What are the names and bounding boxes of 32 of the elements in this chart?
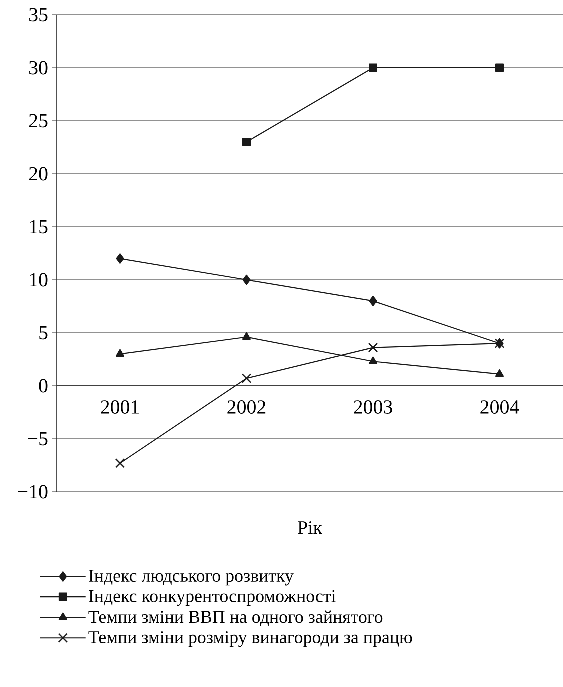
point	[495, 369, 504, 378]
point	[242, 332, 252, 340]
y-tick-label: 20	[29, 167, 48, 181]
x-tick-label: 2004	[480, 400, 520, 414]
point	[369, 64, 378, 72]
legend-label: Індекс людського розвитку	[89, 570, 294, 586]
x-tick-label: 2003	[354, 400, 392, 414]
y-tick-label: 0	[39, 379, 48, 393]
x-tick-label: 2001	[101, 400, 139, 414]
point	[242, 374, 252, 384]
y-tick-label: −5	[28, 432, 48, 446]
legend-label: Темпи зміни розміру винагороди за працю	[88, 631, 412, 648]
point	[115, 458, 126, 468]
point	[116, 349, 125, 357]
point	[496, 64, 504, 72]
x-axis-title: Рік	[298, 522, 323, 534]
y-tick-label: −10	[18, 485, 48, 499]
y-tick-label: 35	[30, 8, 48, 22]
y-tick-label: 10	[30, 273, 48, 287]
y-tick-label: 25	[29, 114, 48, 128]
legend-label: Індекс конкурентоспроможності	[89, 590, 336, 606]
point	[242, 138, 251, 146]
legend-label: Темпи зміни ВВП на одного зайнятого	[88, 610, 383, 626]
point	[368, 356, 378, 364]
y-tick-label: 5	[40, 326, 48, 340]
x-tick-label: 2002	[228, 400, 266, 414]
point	[369, 296, 378, 306]
y-tick-label: 30	[30, 61, 48, 75]
point	[368, 342, 378, 353]
point	[242, 274, 251, 286]
y-tick-label: 15	[30, 220, 48, 234]
point	[116, 254, 124, 264]
